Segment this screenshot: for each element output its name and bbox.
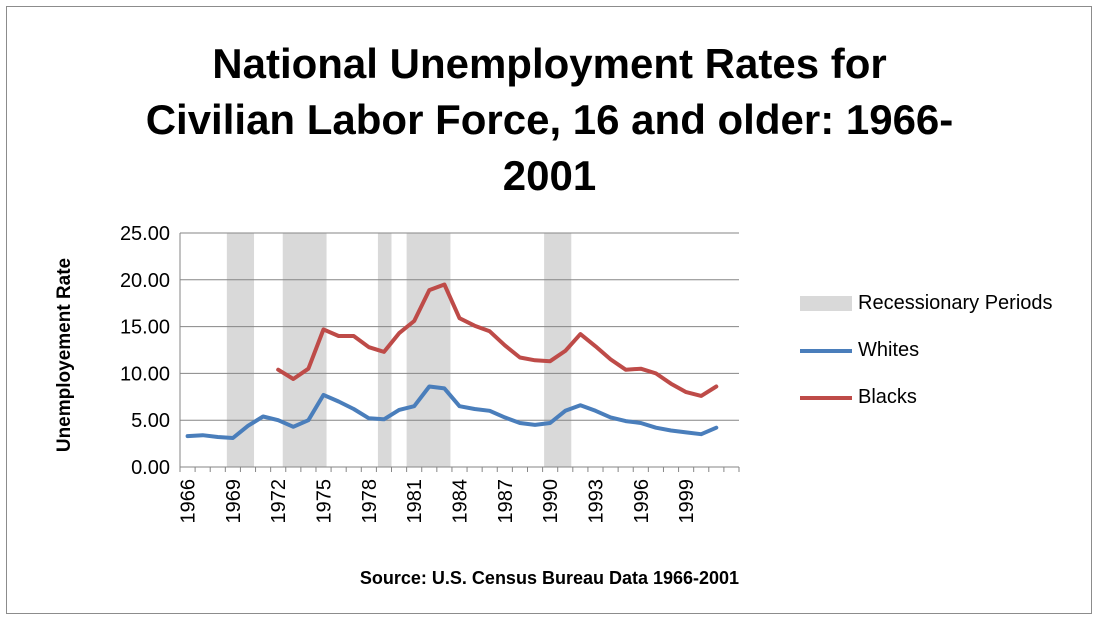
legend-item-whites: Whites [800,327,1090,374]
recession-band-4 [406,233,451,467]
x-tick-labels: 1966 1969 1972 1975 1978 1981 1984 1987 1990 1993… [178,479,699,524]
y-tick-label: 15.00 [120,317,170,339]
x-tick-label: 1987 [495,479,517,523]
legend-swatch-recession [800,296,852,311]
chart-title-line-2: Civilian Labor Force, 16 and older: 1966… [145,96,954,143]
x-tick-label: 1990 [540,479,562,524]
series-lines [185,282,719,440]
x-tick-label: 1975 [314,479,336,524]
y-tick-label: 0.00 [131,457,170,479]
legend-swatch-blacks [800,395,852,400]
recession-band-1 [226,233,255,467]
x-tick-label: 1999 [676,479,698,524]
series-line-blacks [276,282,719,398]
x-tick-label: 1993 [585,479,607,524]
y-axis-label: Unemployement Rate [54,258,75,452]
x-tick-label: 1981 [404,479,426,524]
x-tick-label: 1969 [223,479,245,524]
y-tick-label: 20.00 [120,270,170,292]
legend-label-whites: Whites [858,339,920,361]
legend-swatch-whites [800,348,852,353]
x-tick-label: 1978 [359,479,381,524]
recession-bands [226,233,572,467]
legend-label-blacks: Blacks [858,386,917,408]
series-line-whites [185,384,719,440]
recession-band-2 [282,233,327,467]
gridlines [180,232,739,421]
x-axis-label: Source: U.S. Census Bureau Data 1966-200… [359,568,740,588]
chart-title: National Unemployment Rates for Civilian… [0,36,1099,204]
x-tick-label: 1996 [631,479,653,524]
y-tick-label: 10.00 [120,363,170,385]
axes [179,233,740,472]
legend-label-recession: Recessionary Periods [858,292,1053,314]
y-tick-labels: 0.00 5.00 10.00 15.00 20.00 25.00 [120,223,170,479]
x-tick-label: 1972 [268,479,290,524]
legend-item-blacks: Blacks [800,374,1090,421]
y-tick-label: 25.00 [120,223,170,245]
y-tick-label: 5.00 [131,410,170,432]
x-tick-label: 1966 [178,479,200,524]
legend-item-recession: Recessionary Periods [800,280,1090,327]
chart-title-line-3: 2001 [502,152,597,199]
chart-legend: Recessionary Periods Whites Blacks [800,280,1090,421]
x-tick-label: 1984 [450,479,472,524]
chart-title-line-1: National Unemployment Rates for [212,40,887,87]
